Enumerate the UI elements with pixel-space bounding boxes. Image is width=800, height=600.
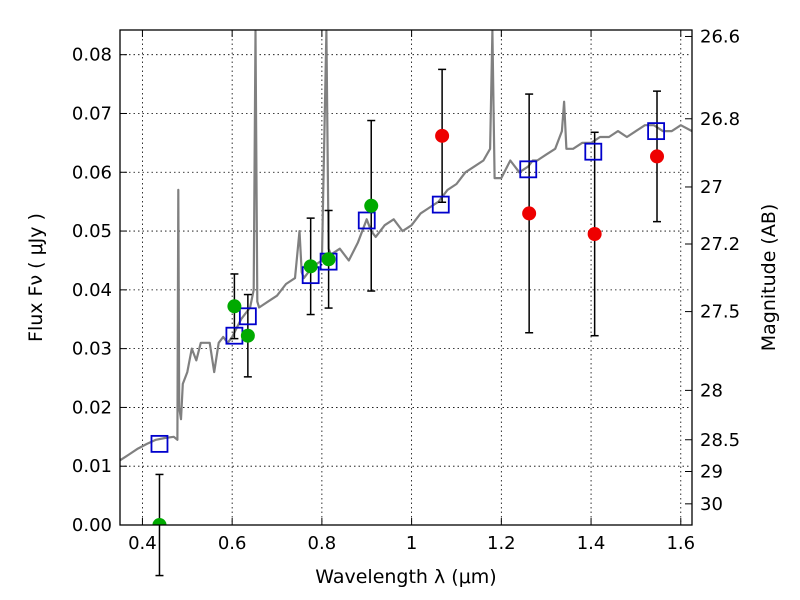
red-data-point [587,226,602,241]
model-spectrum-line [120,30,692,462]
model-photometry-box [647,122,666,141]
green-data-point [152,518,167,525]
x-tick-label: 1 [406,533,417,554]
y-tick-label: 0.00 [72,515,112,536]
green-data-point [303,259,318,274]
x-axis-title: Wavelength λ (μm) [315,566,496,588]
x-tick-label: 1.6 [666,533,695,554]
y-tick-label: 0.05 [72,221,112,242]
y2-tick-label: 27 [700,177,723,198]
y2-tick-label: 26.8 [700,109,740,130]
y-tick-label: 0.08 [72,45,112,66]
plot-area [120,30,692,577]
y-tick-label: 0.07 [72,103,112,124]
x-tick-label: 0.8 [308,533,337,554]
red-data-point [435,128,450,143]
y2-tick-label: 28.5 [700,430,740,451]
y-tick-label: 0.02 [72,397,112,418]
y2-tick-label: 30 [700,494,723,515]
plot-frame [119,29,693,526]
x-tick-label: 0.4 [128,533,157,554]
y-tick-label: 0.03 [72,339,112,360]
y2-tick-label: 27.5 [700,302,740,323]
green-data-point [364,198,379,213]
y-tick-label: 0.04 [72,280,112,301]
x-tick-label: 1.2 [487,533,516,554]
y-tick-label: 0.06 [72,162,112,183]
red-data-point [650,149,665,164]
x-tick-label: 0.6 [218,533,247,554]
y2-tick-label: 29 [700,462,723,483]
y2-axis-title: Magnitude (AB) [758,204,780,352]
model-photometry-box [431,195,450,214]
model-photometry-box [357,211,376,230]
green-data-point [240,328,255,343]
y2-tick-label: 26.6 [700,26,740,47]
green-data-point [227,299,242,314]
x-tick-label: 1.4 [577,533,606,554]
y-tick-label: 0.01 [72,456,112,477]
grid-lines [120,30,692,526]
model-photometry-box [584,142,603,161]
model-photometry-box [238,307,257,326]
y2-tick-label: 28 [700,380,723,401]
model-photometry-box [519,160,538,179]
model-photometry-box [150,434,169,453]
y2-tick-label: 27.2 [700,234,740,255]
axis-ticks: 0.4 0.6 0.8 1 1.2 1.4 1.6 0.00 0.01 0.02 0.03 0.04 0… [72,26,740,554]
y-axis-title: Flux Fν ( μJy ) [25,213,47,342]
green-data-point [321,252,336,267]
red-data-point [522,206,537,221]
